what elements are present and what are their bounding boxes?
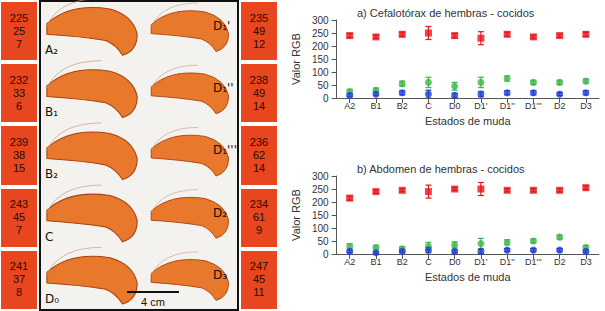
svg-text:D₀: D₀ xyxy=(45,292,59,306)
html-text:225: 225 xyxy=(9,11,29,24)
svg-text:A2: A2 xyxy=(344,257,355,267)
html-text:234: 234 xyxy=(249,198,269,211)
svg-text:D3: D3 xyxy=(580,257,592,267)
svg-text:C: C xyxy=(425,257,432,267)
html-text:232: 232 xyxy=(9,73,29,86)
svg-text:C: C xyxy=(425,101,432,111)
html-text:49: 49 xyxy=(252,24,266,37)
html-text:49: 49 xyxy=(252,86,266,99)
svg-text:B2: B2 xyxy=(397,257,408,267)
svg-text:100: 100 xyxy=(312,223,329,234)
svg-text:Valor RGB: Valor RGB xyxy=(290,33,302,85)
html-text:38: 38 xyxy=(12,149,26,161)
html-text:7: 7 xyxy=(15,37,23,50)
html-text:45: 45 xyxy=(252,273,266,286)
svg-text:200: 200 xyxy=(312,197,329,208)
html-text:11: 11 xyxy=(253,286,265,299)
svg-text:D2: D2 xyxy=(554,257,566,267)
svg-text:D0: D0 xyxy=(449,101,461,111)
svg-text:Estados de muda: Estados de muda xyxy=(425,271,511,283)
svg-text:Estados de muda: Estados de muda xyxy=(425,115,511,127)
html-text:241: 241 xyxy=(9,260,29,273)
svg-text:100: 100 xyxy=(312,67,329,78)
svg-text:D2: D2 xyxy=(554,101,566,111)
svg-text:D₂: D₂ xyxy=(213,206,227,220)
html-text:238: 238 xyxy=(249,73,269,86)
svg-text:150: 150 xyxy=(312,210,329,221)
html-text:239: 239 xyxy=(9,136,29,148)
svg-text:A2: A2 xyxy=(344,101,355,111)
html-text:14: 14 xyxy=(252,99,266,112)
svg-text:D₁': D₁' xyxy=(213,19,230,33)
html-text:7: 7 xyxy=(15,224,23,237)
html-text:236: 236 xyxy=(249,136,269,148)
svg-text:B1: B1 xyxy=(370,101,381,111)
svg-text:D1''': D1''' xyxy=(525,101,542,111)
svg-text:4 cm: 4 cm xyxy=(141,296,165,308)
html-text:45: 45 xyxy=(12,211,26,224)
svg-text:B₂: B₂ xyxy=(45,167,58,181)
html-text:14: 14 xyxy=(252,162,266,174)
svg-text:b) Abdomen de hembras - cocido: b) Abdomen de hembras - cocidos xyxy=(357,163,525,175)
svg-text:B₁: B₁ xyxy=(45,105,58,119)
svg-text:D1'': D1'' xyxy=(500,101,515,111)
svg-text:D₃: D₃ xyxy=(213,268,227,282)
svg-text:0: 0 xyxy=(323,249,329,260)
svg-text:C: C xyxy=(45,230,53,244)
svg-text:D1': D1' xyxy=(474,101,488,111)
html-text:235: 235 xyxy=(249,11,269,24)
svg-text:50: 50 xyxy=(317,236,329,247)
svg-text:Valor RGB: Valor RGB xyxy=(290,189,302,241)
html-text:62: 62 xyxy=(252,149,266,161)
svg-text:0: 0 xyxy=(323,93,329,104)
html-text:37: 37 xyxy=(12,273,26,286)
svg-text:150: 150 xyxy=(312,54,329,65)
svg-text:250: 250 xyxy=(312,28,329,39)
svg-text:D₁'': D₁'' xyxy=(213,81,234,95)
svg-text:D1''': D1''' xyxy=(525,257,542,267)
html-text:25: 25 xyxy=(12,24,26,37)
svg-text:250: 250 xyxy=(312,184,329,195)
svg-text:300: 300 xyxy=(312,15,329,26)
svg-text:50: 50 xyxy=(317,80,329,91)
svg-text:a) Cefalotórax de hembras - co: a) Cefalotórax de hembras - cocidos xyxy=(357,7,535,19)
html-text:61: 61 xyxy=(252,211,266,224)
svg-text:D0: D0 xyxy=(449,257,461,267)
html-text:33: 33 xyxy=(12,86,26,99)
svg-text:D1': D1' xyxy=(474,257,488,267)
svg-text:200: 200 xyxy=(312,41,329,52)
html-text:243: 243 xyxy=(9,198,29,211)
svg-text:A₂: A₂ xyxy=(45,43,58,57)
svg-text:B2: B2 xyxy=(397,101,408,111)
html-text:8: 8 xyxy=(15,286,23,299)
html-text:12: 12 xyxy=(252,37,266,50)
svg-text:D3: D3 xyxy=(580,101,592,111)
svg-text:D₁''': D₁''' xyxy=(213,143,237,157)
svg-text:D1'': D1'' xyxy=(500,257,515,267)
html-text:9: 9 xyxy=(255,224,263,237)
svg-text:300: 300 xyxy=(312,171,329,182)
html-text:247: 247 xyxy=(249,260,269,273)
html-text:15: 15 xyxy=(12,162,26,174)
svg-text:B1: B1 xyxy=(370,257,381,267)
html-text:6: 6 xyxy=(15,99,23,112)
